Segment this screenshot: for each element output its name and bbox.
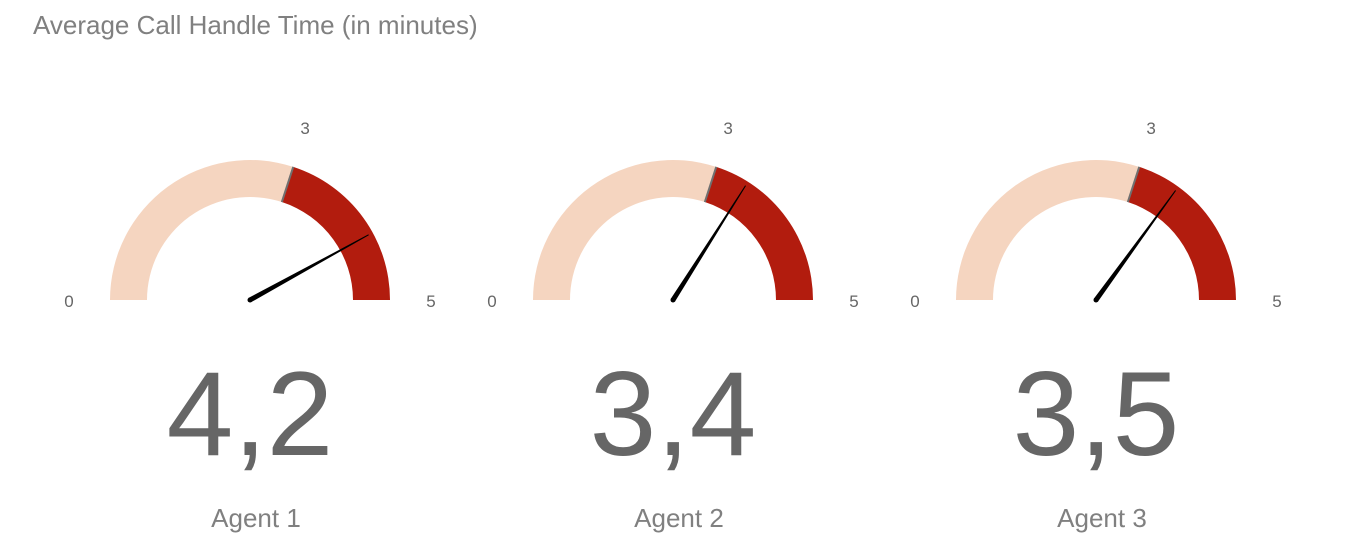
gauge-3-value-label: 3,5	[1013, 347, 1180, 481]
gauge-2-alert-band	[704, 166, 813, 300]
gauge-3-name-label: Agent 3	[1057, 503, 1147, 533]
gauge-3-alert-band	[1127, 166, 1236, 300]
gauge-1-alert-band	[281, 166, 390, 300]
gauge-3-tick-max: 5	[1272, 292, 1281, 311]
gauge-2-needle-pivot	[670, 297, 676, 303]
gauge-1-tick-threshold: 3	[300, 119, 309, 138]
gauge-3-normal-band	[956, 160, 1140, 300]
gauge-2-threshold-marker	[703, 166, 718, 203]
gauge-1-normal-band	[110, 160, 294, 300]
gauge-2: 0 3 5 3,4 Agent 2	[487, 119, 858, 533]
gauge-3-tick-threshold: 3	[1146, 119, 1155, 138]
gauge-2-tick-min: 0	[487, 292, 496, 311]
gauge-1-tick-max: 5	[426, 292, 435, 311]
chart-title: Average Call Handle Time (in minutes)	[33, 10, 478, 40]
gauge-3-needle-pivot	[1093, 297, 1099, 303]
gauge-2-tick-threshold: 3	[723, 119, 732, 138]
gauge-1-name-label: Agent 1	[211, 503, 301, 533]
gauge-1-tick-min: 0	[64, 292, 73, 311]
gauge-3: 0 3 5 3,5 Agent 3	[910, 119, 1281, 533]
gauge-1-needle-pivot	[247, 297, 253, 303]
gauge-2-needle	[670, 185, 746, 302]
gauge-1-value-label: 4,2	[167, 347, 334, 481]
gauge-2-normal-band	[533, 160, 717, 300]
gauge-2-tick-max: 5	[849, 292, 858, 311]
gauge-1-threshold-marker	[280, 166, 295, 203]
gauge-2-name-label: Agent 2	[634, 503, 724, 533]
gauge-3-tick-min: 0	[910, 292, 919, 311]
gauge-2-value-label: 3,4	[590, 347, 757, 481]
gauge-3-threshold-marker	[1126, 166, 1141, 203]
gauge-3-needle	[1093, 190, 1176, 302]
gauge-1: 0 3 5 4,2 Agent 1	[64, 119, 435, 533]
